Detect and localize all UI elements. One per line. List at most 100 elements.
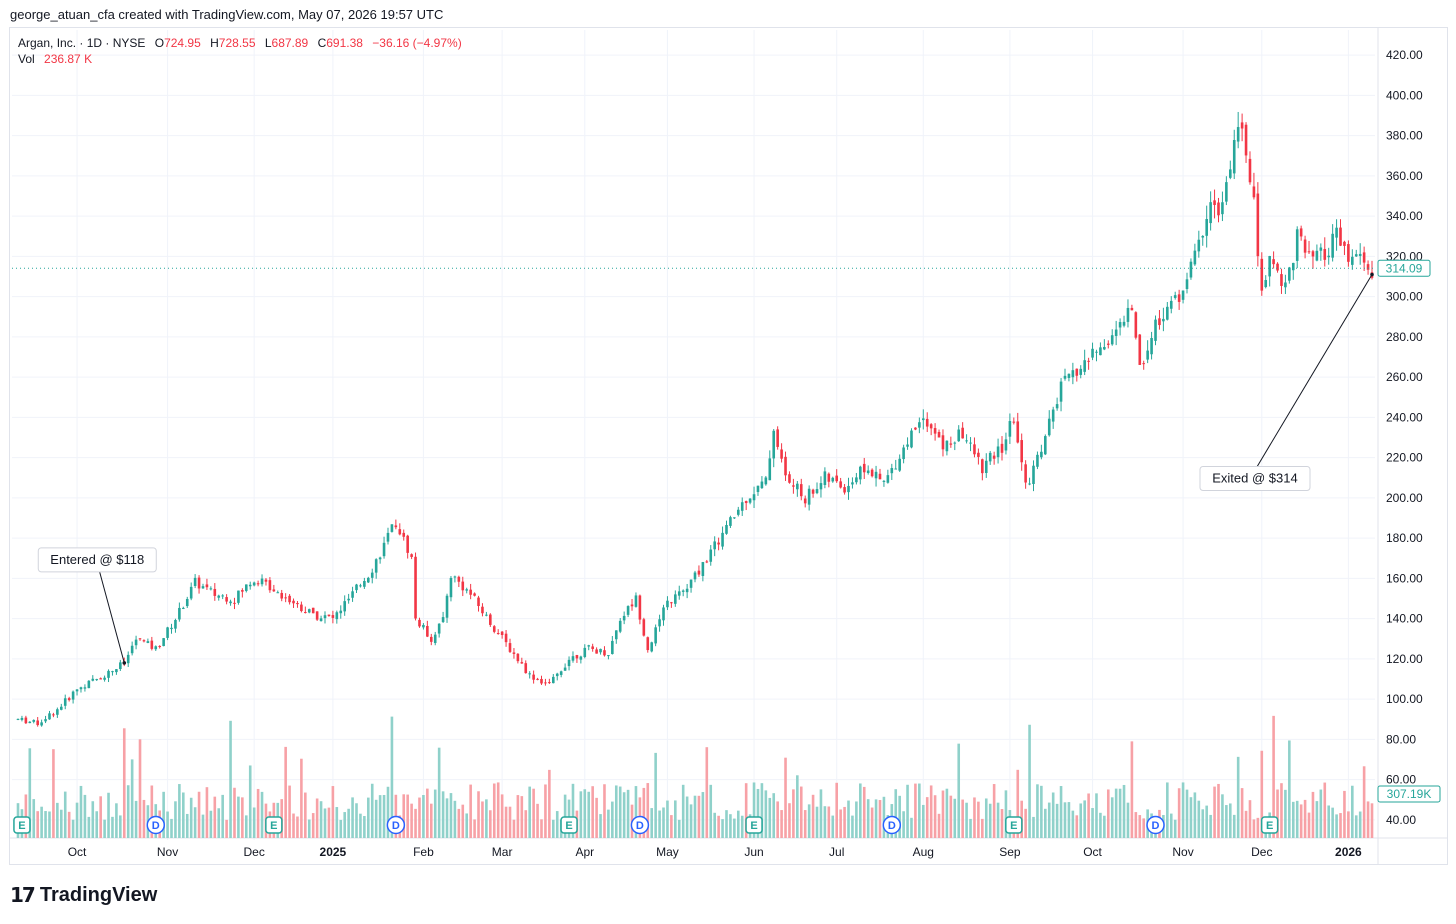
volume-bar xyxy=(170,818,173,838)
annotation-box xyxy=(1199,465,1311,491)
price-chart[interactable]: 40.00 60.00 80.00 100.00 120.00 140.00 160.00 1… xyxy=(0,0,1456,870)
candle-body xyxy=(1193,250,1197,265)
volume-bar xyxy=(835,782,838,838)
volume-bar xyxy=(1130,741,1134,838)
candle-body xyxy=(71,691,75,700)
candle-body xyxy=(319,618,323,622)
volume-bar xyxy=(1288,740,1291,838)
volume-bar xyxy=(292,813,295,838)
volume-bar xyxy=(1221,794,1224,838)
volume-bar xyxy=(650,808,654,838)
volume-bar xyxy=(453,800,457,838)
candle-body xyxy=(677,591,681,596)
candle-body xyxy=(638,595,642,620)
volume-bar xyxy=(599,814,602,838)
volume-bar xyxy=(485,799,488,838)
volume-bar xyxy=(1299,804,1303,838)
volume-bar xyxy=(555,811,559,838)
volume-bar xyxy=(839,809,842,838)
candle-body xyxy=(378,557,382,560)
candle-body xyxy=(339,610,343,614)
candle-body xyxy=(1142,363,1146,365)
candle-body xyxy=(359,585,362,587)
candle-body xyxy=(1232,140,1236,174)
candle-body xyxy=(1244,124,1248,156)
candle-body xyxy=(1351,256,1354,265)
volume-bar xyxy=(587,791,591,838)
candle-body xyxy=(1150,337,1153,355)
volume-bar xyxy=(363,816,366,838)
volume-bar xyxy=(390,716,394,838)
candle-body xyxy=(119,662,122,670)
candle-body xyxy=(973,444,976,455)
candle-body xyxy=(398,529,402,535)
volume-bar xyxy=(544,784,547,838)
volume-bar xyxy=(36,811,39,838)
candle-body xyxy=(1020,440,1023,463)
volume-bar xyxy=(540,819,543,838)
candle-body xyxy=(351,591,354,598)
volume-bar xyxy=(323,808,327,838)
candle-body xyxy=(130,645,134,654)
volume-bar xyxy=(752,782,756,838)
candle-body xyxy=(996,446,1000,458)
tradingview-logo[interactable]: 17 TradingView xyxy=(10,882,157,908)
volume-bar xyxy=(1354,815,1358,838)
candle-body xyxy=(170,627,173,630)
symbol-title: Argan, Inc. · 1D · NYSE xyxy=(18,36,146,50)
volume-bar xyxy=(1244,810,1248,838)
volume-bar xyxy=(1166,782,1169,838)
earnings-marker-label: E xyxy=(565,820,572,832)
volume-bar xyxy=(744,783,748,838)
candle-body xyxy=(949,443,953,445)
x-tick-label: Mar xyxy=(492,845,513,859)
volume-bar xyxy=(776,801,779,838)
volume-bar xyxy=(339,819,343,838)
candle-body xyxy=(961,427,964,439)
candle-body xyxy=(524,663,528,674)
candle-body xyxy=(693,572,697,580)
volume-bar xyxy=(217,808,221,838)
volume-bar xyxy=(1295,800,1299,838)
candle-body xyxy=(768,458,772,481)
volume-bar xyxy=(768,797,772,838)
close-label: C xyxy=(317,36,327,50)
volume-bar xyxy=(693,795,697,838)
candle-body xyxy=(835,475,838,482)
candle-body xyxy=(1315,250,1319,261)
candle-body xyxy=(1323,248,1327,260)
x-tick-label: Dec xyxy=(1251,845,1272,859)
change-value: −36.16 (−4.97%) xyxy=(372,36,462,50)
volume-bar xyxy=(500,794,504,838)
volume-bar xyxy=(95,811,99,838)
volume-bar xyxy=(382,794,386,838)
low-value: 687.89 xyxy=(271,36,309,50)
candle-body xyxy=(764,477,768,485)
volume-bar xyxy=(1229,803,1232,838)
candle-body xyxy=(1083,360,1086,372)
chart-frame[interactable] xyxy=(9,27,1448,865)
volume-bar xyxy=(489,810,492,838)
volume-bar xyxy=(937,813,941,838)
candle-body xyxy=(343,601,346,612)
volume-bar xyxy=(473,819,476,838)
candle-body xyxy=(799,484,803,497)
candle-body xyxy=(1240,122,1244,129)
dividend-marker-icon xyxy=(146,815,166,835)
volume-bar xyxy=(945,788,949,838)
y-tick-label: 380.00 xyxy=(1386,129,1423,143)
candle-body xyxy=(217,595,221,598)
volume-bar xyxy=(807,804,811,838)
volume-bar xyxy=(1362,766,1366,838)
candle-body xyxy=(288,595,291,603)
candle-body xyxy=(977,452,980,457)
candle-body xyxy=(1000,443,1004,453)
candle-body xyxy=(461,581,465,591)
volume-bar xyxy=(75,802,79,838)
candle-body xyxy=(736,509,740,515)
candle-body xyxy=(492,626,496,632)
earnings-marker-icon xyxy=(1260,816,1279,834)
candle-body xyxy=(296,603,299,605)
volume-bar xyxy=(429,803,433,838)
candle-body xyxy=(1221,202,1224,215)
